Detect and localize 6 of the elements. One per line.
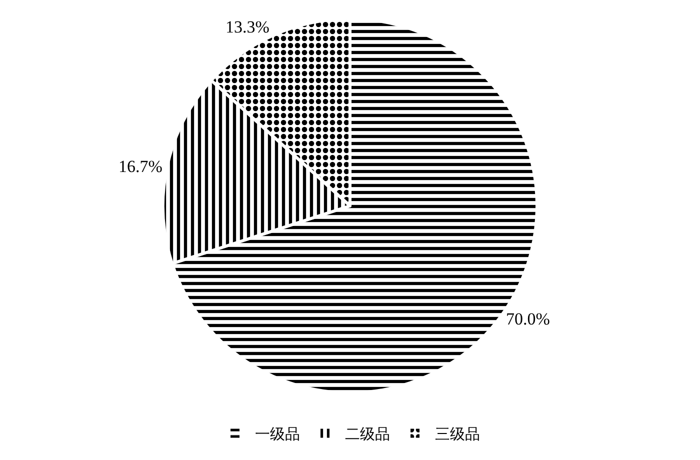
data-label: 13.3% [225,17,270,36]
legend-label: 三级品 [435,425,480,444]
data-label: 16.7% [118,156,162,176]
legend-label: 一级品 [255,425,300,444]
data-label: 70.0% [506,310,550,328]
legend-label: 二级品 [345,425,390,444]
